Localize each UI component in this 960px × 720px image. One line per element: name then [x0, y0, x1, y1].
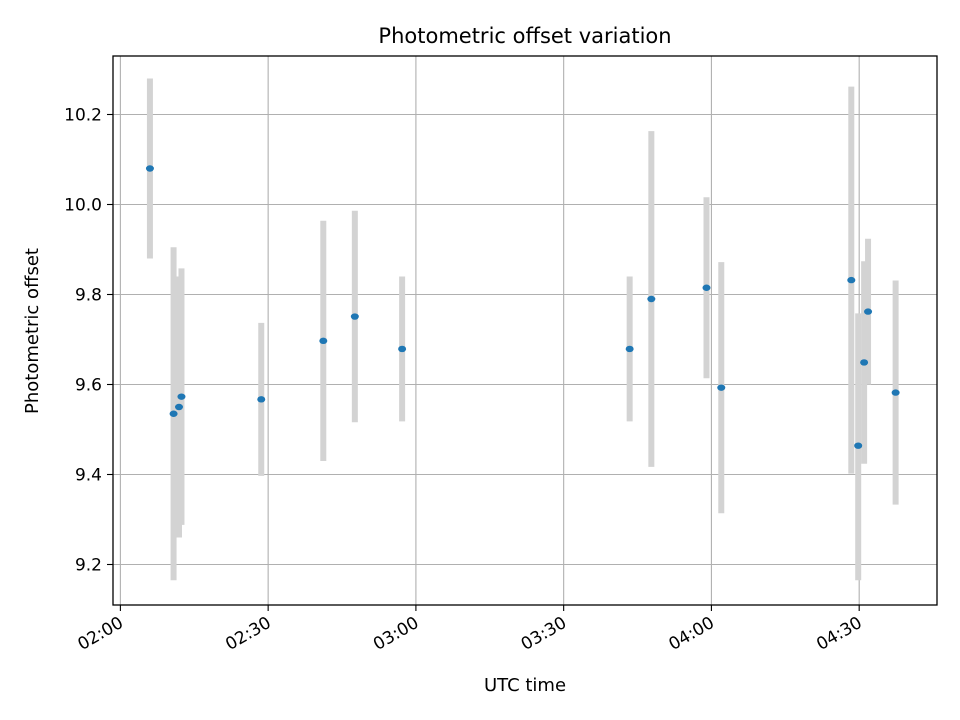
data-point [350, 313, 359, 320]
data-point [864, 308, 873, 315]
x-axis-label: UTC time [484, 675, 566, 696]
data-point [854, 442, 863, 449]
data-point [702, 284, 711, 291]
data-points [145, 165, 900, 449]
data-point [625, 345, 634, 353]
y-tick-label: 10.0 [64, 196, 102, 216]
plot-area-frame [112, 55, 938, 606]
data-point [257, 396, 266, 403]
y-tick-label: 9.2 [75, 556, 102, 576]
data-point [891, 389, 900, 396]
data-point [398, 345, 407, 353]
chart-title: Photometric offset variation [378, 24, 671, 48]
data-point [319, 337, 328, 345]
data-point [174, 403, 183, 411]
y-tick-label: 9.6 [75, 376, 102, 396]
data-point [717, 384, 726, 391]
y-tick-label: 10.2 [64, 106, 102, 126]
data-point [847, 276, 856, 284]
y-axis-label: Photometric offset [22, 248, 43, 414]
data-point [647, 295, 656, 303]
y-tick-label: 9.4 [75, 466, 102, 486]
y-axis-ticks: 9.2 9.4 9.6 9.8 10.0 10.2 [64, 106, 113, 576]
data-point [145, 165, 154, 172]
data-point [860, 359, 869, 366]
data-point [169, 410, 178, 417]
y-tick-label: 9.8 [75, 286, 102, 306]
data-point [177, 393, 186, 400]
